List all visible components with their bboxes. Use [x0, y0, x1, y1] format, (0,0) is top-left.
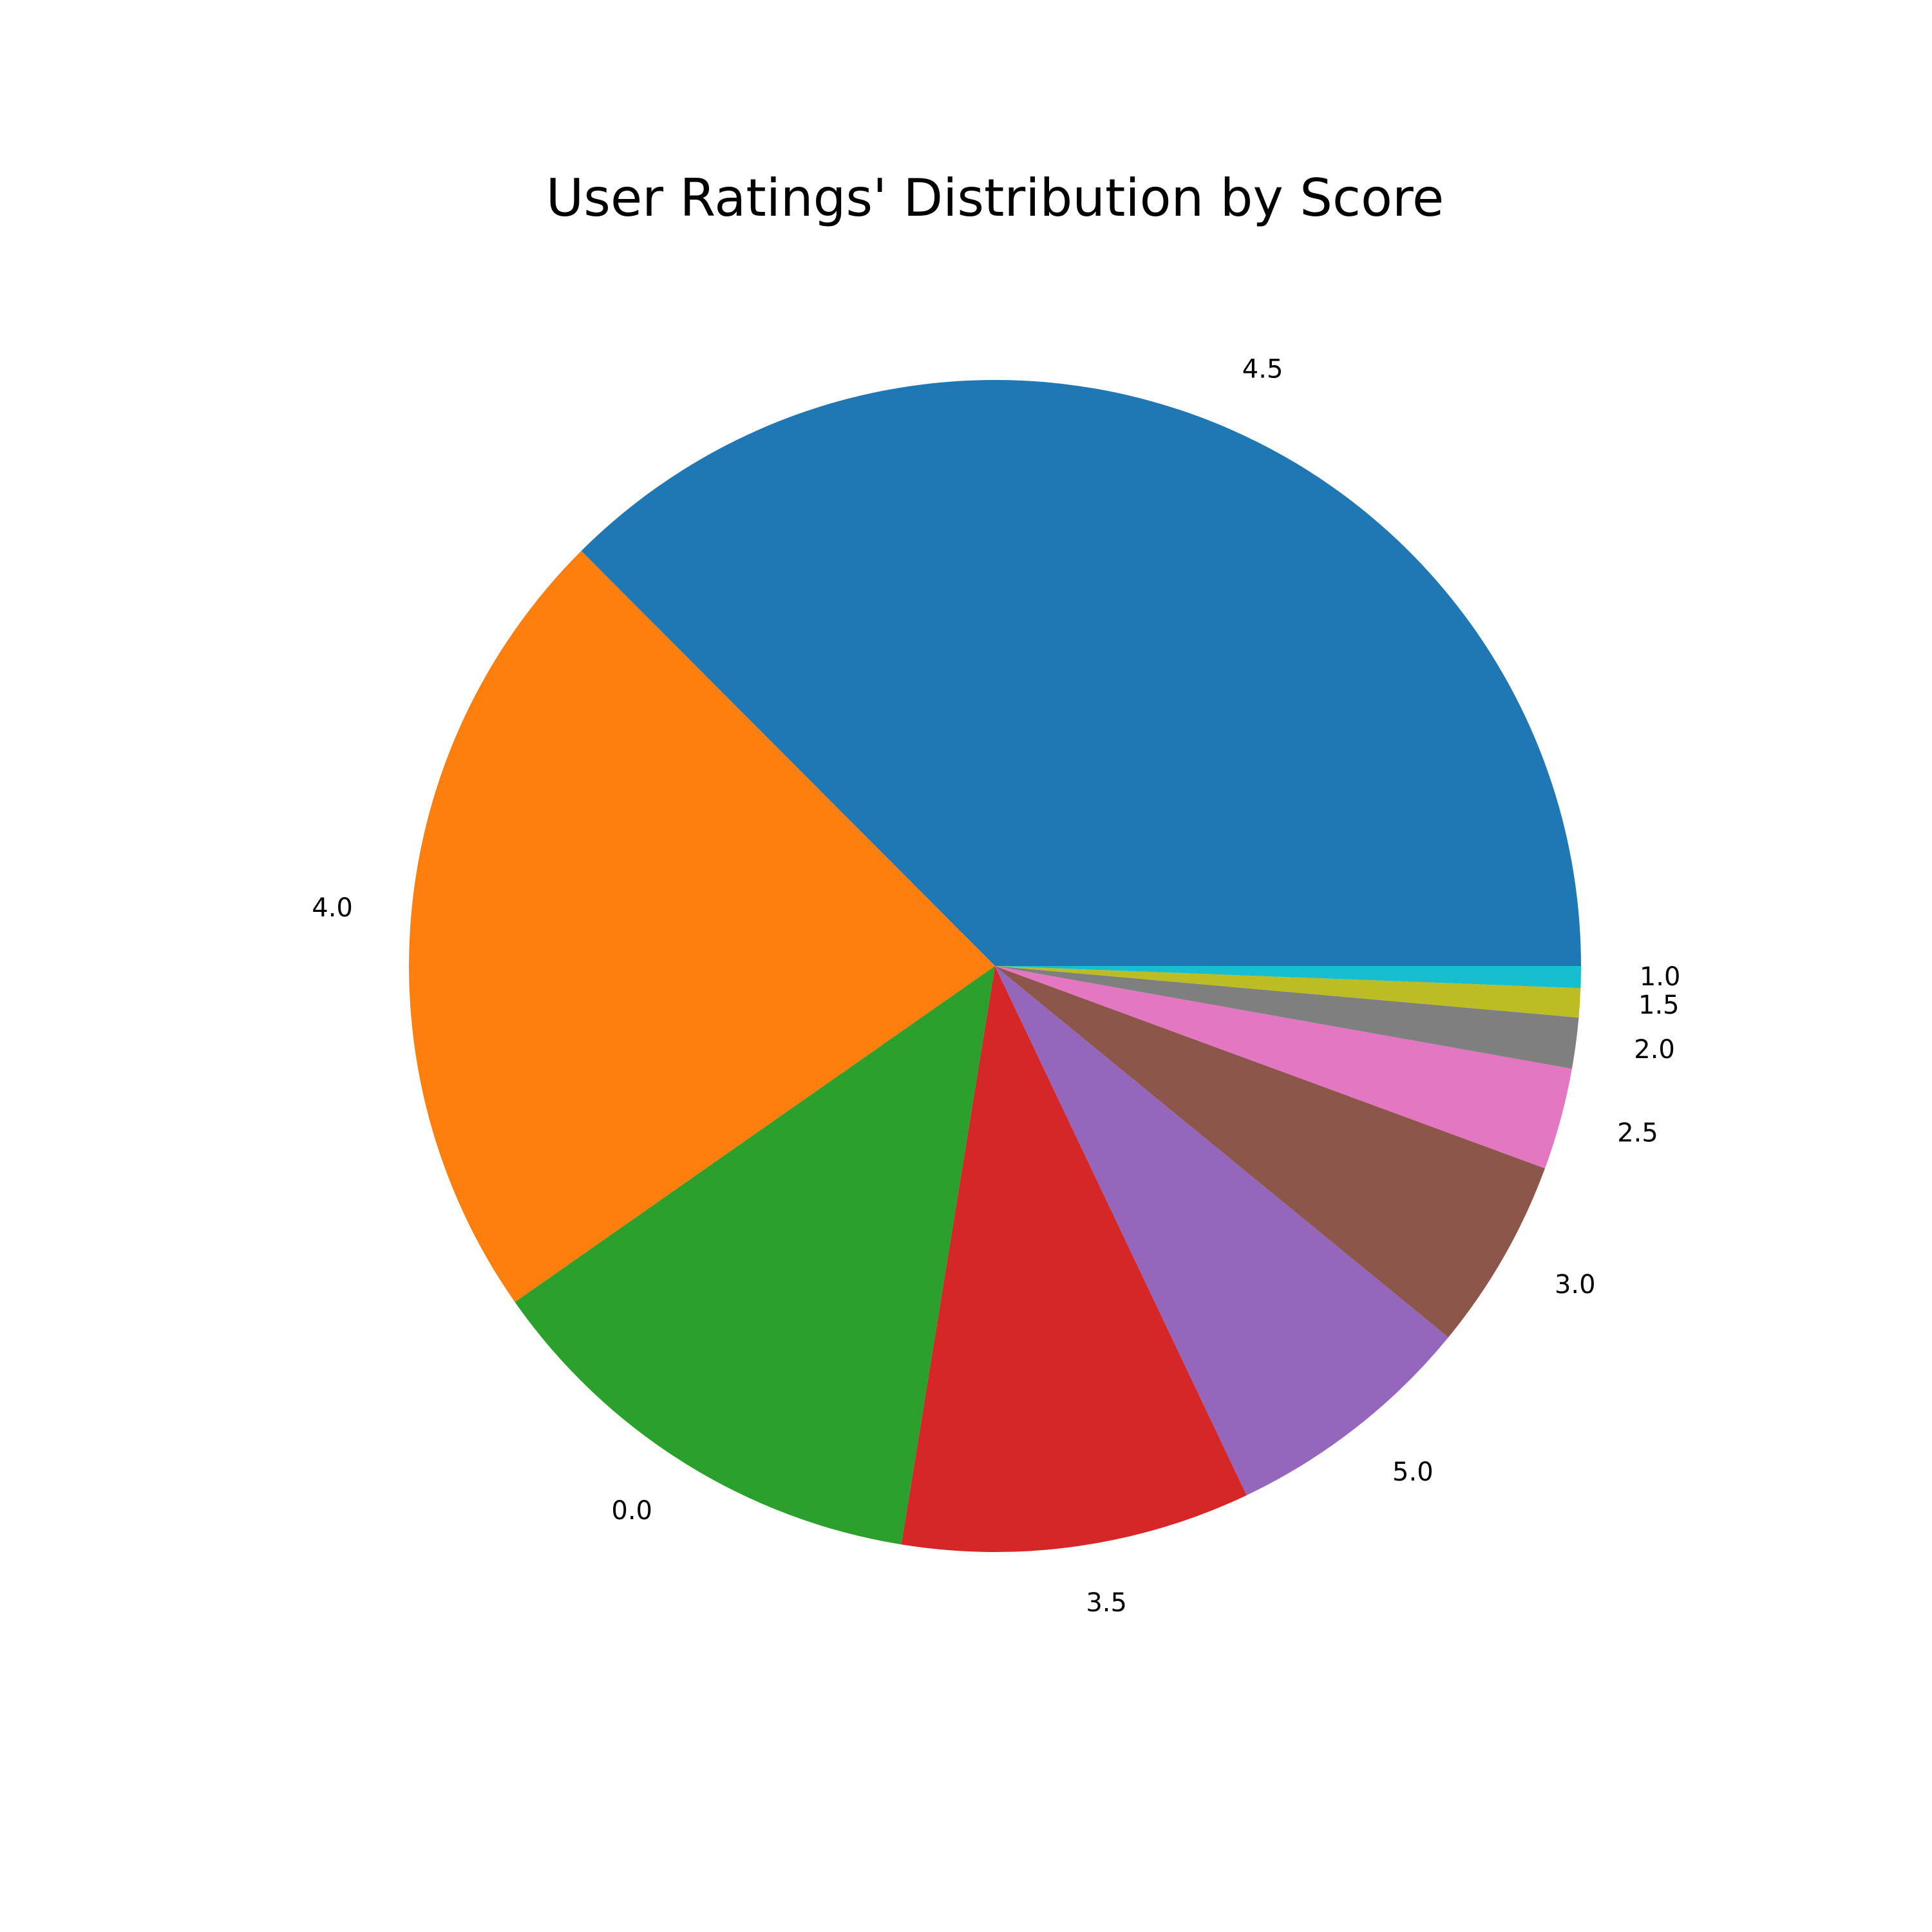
slice-label-0-0: 0.0	[611, 1496, 652, 1526]
pie-slice-4-5	[581, 380, 1581, 966]
slice-label-2-5: 2.5	[1617, 1119, 1658, 1148]
slice-label-4-5: 4.5	[1242, 354, 1283, 384]
pie-slice-3-5	[901, 966, 1247, 1552]
pie-slice-5-0	[995, 966, 1449, 1495]
pie-slice-0-0	[515, 966, 995, 1545]
chart-title: User Ratings' Distribution by Score	[546, 168, 1444, 228]
pie-labels: 4.5 4.0 0.0 3.5 5.0 3.0 2.5 2.0 1.51.0	[312, 354, 1680, 1617]
pie-slice-2-0	[995, 966, 1579, 1069]
slice-label-5-0: 5.0	[1392, 1457, 1434, 1487]
pie-slice-3-0	[995, 966, 1546, 1338]
pie-slice-1-0	[995, 966, 1581, 989]
slice-label-2-0: 2.0	[1634, 1035, 1675, 1065]
pie-slices	[408, 380, 1581, 1552]
slice-label-1-5: 1.5	[1638, 990, 1680, 1020]
slice-label-1-0: 1.0	[1640, 962, 1681, 992]
pie-slice-2-5	[995, 966, 1572, 1169]
slice-label-3-0: 3.0	[1555, 1270, 1596, 1300]
pie-slice-1-5	[995, 966, 1581, 1018]
pie-slice-4-0	[408, 551, 995, 1302]
slice-label-4-0: 4.0	[312, 893, 353, 923]
slice-label-3-5: 3.5	[1086, 1588, 1127, 1618]
